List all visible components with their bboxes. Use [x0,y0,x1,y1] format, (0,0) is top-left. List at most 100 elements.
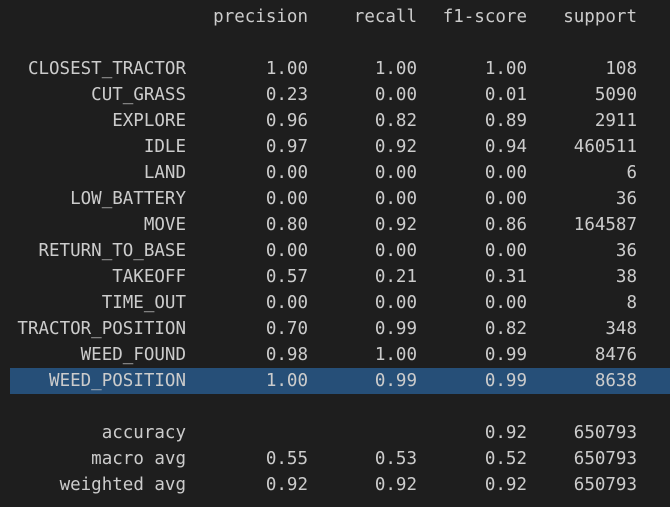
row-recall: 0.21 [374,267,417,287]
row-label: MOVE [143,215,186,235]
summary-recall: 0.92 [374,475,417,495]
row-precision: 0.23 [265,85,308,105]
row-label: CUT_GRASS [91,85,186,105]
row-label: TRACTOR_POSITION [17,319,186,339]
summary-row-weighted-avg: weighted avg 0.92 0.92 0.92 650793 [0,472,670,498]
row-support: 348 [605,319,637,339]
summary-recall: 0.53 [374,449,417,469]
summary-support: 650793 [573,449,637,469]
row-f1-score: 1.00 [484,59,527,79]
row-f1-score: 0.94 [484,137,527,157]
row-f1-score: 0.89 [484,111,527,131]
row-recall: 0.00 [374,189,417,209]
row-recall: 0.00 [374,163,417,183]
summary-support: 650793 [573,423,637,443]
row-label: LAND [143,163,186,183]
row-recall: 0.99 [374,371,417,391]
table-row: WEED_FOUND 0.98 1.00 0.99 8476 [0,342,670,368]
row-support: 8638 [594,371,637,391]
row-support: 36 [615,189,637,209]
table-row: TAKEOFF 0.57 0.21 0.31 38 [0,264,670,290]
table-row: CUT_GRASS 0.23 0.00 0.01 5090 [0,82,670,108]
summary-precision: 0.92 [265,475,308,495]
summary-f1-score: 0.52 [484,449,527,469]
table-row: TRACTOR_POSITION 0.70 0.99 0.82 348 [0,316,670,342]
summary-label: macro avg [91,449,186,469]
row-precision: 0.00 [265,241,308,261]
row-precision: 0.80 [265,215,308,235]
summary-label: accuracy [101,423,186,443]
row-f1-score: 0.00 [484,163,527,183]
row-label: TIME_OUT [101,293,186,313]
row-recall: 0.99 [374,319,417,339]
row-label: WEED_POSITION [49,371,186,391]
summary-row-macro-avg: macro avg 0.55 0.53 0.52 650793 [0,446,670,472]
row-support: 108 [605,59,637,79]
table-row: MOVE 0.80 0.92 0.86 164587 [0,212,670,238]
row-f1-score: 0.00 [484,293,527,313]
summary-f1-score: 0.92 [484,423,527,443]
selected-table-row[interactable]: WEED_POSITION 1.00 0.99 0.99 8638 [10,368,670,394]
row-label: LOW_BATTERY [70,189,186,209]
row-f1-score: 0.86 [484,215,527,235]
row-f1-score: 0.01 [484,85,527,105]
row-recall: 0.92 [374,215,417,235]
table-row: RETURN_TO_BASE 0.00 0.00 0.00 36 [0,238,670,264]
row-precision: 1.00 [265,371,308,391]
summary-label: weighted avg [59,475,186,495]
header-support: support [563,7,637,27]
summary-precision: 0.55 [265,449,308,469]
row-precision: 0.70 [265,319,308,339]
row-support: 36 [615,241,637,261]
row-recall: 0.92 [374,137,417,157]
row-precision: 1.00 [265,59,308,79]
row-support: 164587 [573,215,637,235]
row-precision: 0.98 [265,345,308,365]
row-precision: 0.97 [265,137,308,157]
table-row: IDLE 0.97 0.92 0.94 460511 [0,134,670,160]
table-row: LAND 0.00 0.00 0.00 6 [0,160,670,186]
row-label: TAKEOFF [112,267,186,287]
row-precision: 0.57 [265,267,308,287]
row-recall: 0.00 [374,293,417,313]
table-row: EXPLORE 0.96 0.82 0.89 2911 [0,108,670,134]
row-label: EXPLORE [112,111,186,131]
row-label: RETURN_TO_BASE [38,241,186,261]
row-recall: 1.00 [374,59,417,79]
row-f1-score: 0.00 [484,241,527,261]
row-label: WEED_FOUND [80,345,186,365]
row-support: 8 [626,293,637,313]
header-precision: precision [213,7,308,27]
row-support: 2911 [594,111,637,131]
summary-support: 650793 [573,475,637,495]
summary-f1-score: 0.92 [484,475,527,495]
header-recall: recall [353,7,417,27]
row-precision: 0.00 [265,293,308,313]
row-support: 38 [615,267,637,287]
row-precision: 0.96 [265,111,308,131]
table-row: LOW_BATTERY 0.00 0.00 0.00 36 [0,186,670,212]
row-f1-score: 0.00 [484,189,527,209]
header-row: precision recall f1-score support [0,4,670,30]
row-recall: 0.00 [374,241,417,261]
row-support: 6 [626,163,637,183]
table-row: CLOSEST_TRACTOR 1.00 1.00 1.00 108 [0,56,670,82]
row-precision: 0.00 [265,163,308,183]
row-support: 460511 [573,137,637,157]
row-support: 5090 [594,85,637,105]
row-recall: 0.82 [374,111,417,131]
row-recall: 1.00 [374,345,417,365]
header-f1-score: f1-score [442,7,527,27]
row-f1-score: 0.99 [484,345,527,365]
row-f1-score: 0.99 [484,371,527,391]
table-row: TIME_OUT 0.00 0.00 0.00 8 [0,290,670,316]
row-f1-score: 0.31 [484,267,527,287]
row-precision: 0.00 [265,189,308,209]
row-label: IDLE [143,137,186,157]
row-f1-score: 0.82 [484,319,527,339]
row-recall: 0.00 [374,85,417,105]
row-support: 8476 [594,345,637,365]
row-label: CLOSEST_TRACTOR [27,59,186,79]
summary-row-accuracy: accuracy 0.92 650793 [0,420,670,446]
